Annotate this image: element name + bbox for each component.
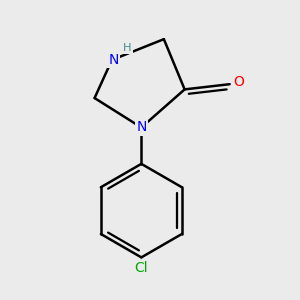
Text: N: N [108, 53, 119, 67]
Text: O: O [233, 76, 244, 89]
Text: N: N [136, 121, 146, 134]
Text: H: H [123, 43, 132, 53]
Text: Cl: Cl [134, 261, 148, 275]
